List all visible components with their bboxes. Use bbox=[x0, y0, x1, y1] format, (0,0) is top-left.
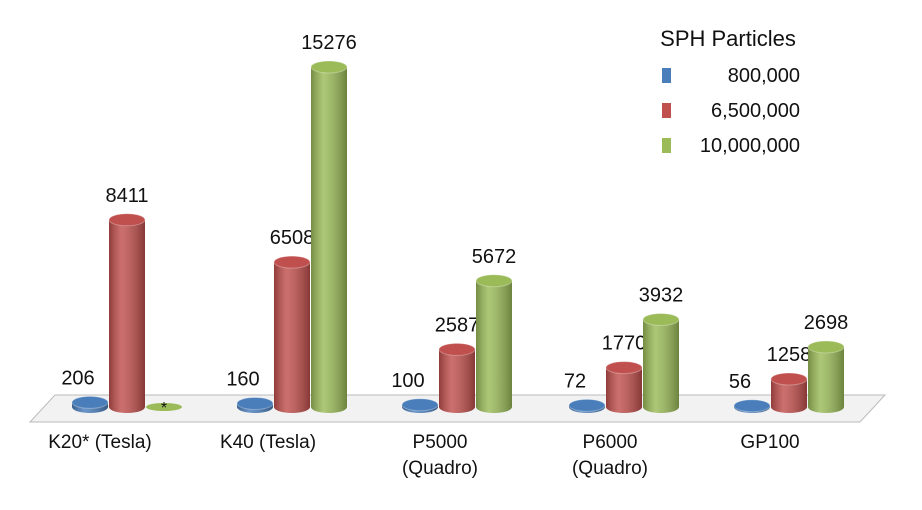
legend-swatch bbox=[662, 138, 671, 153]
bar-shade bbox=[439, 349, 475, 413]
x-tick-label: GP100 bbox=[740, 432, 800, 453]
bar bbox=[236, 396, 274, 413]
bar bbox=[475, 274, 513, 413]
bar-top bbox=[475, 274, 513, 288]
data-label: 1770 bbox=[602, 333, 647, 355]
legend-label: 6,500,000 bbox=[711, 100, 800, 122]
bar-top bbox=[236, 396, 274, 410]
bar-top bbox=[770, 372, 808, 386]
bar-top bbox=[605, 361, 643, 375]
data-label: 1258 bbox=[767, 344, 812, 366]
x-tick-label: P5000 (Quadro) bbox=[401, 432, 479, 479]
bar bbox=[401, 398, 439, 413]
bar bbox=[438, 342, 476, 413]
legend-swatch bbox=[662, 103, 671, 118]
data-label: 5672 bbox=[472, 246, 517, 268]
bar bbox=[108, 213, 146, 413]
data-label: 8411 bbox=[105, 185, 148, 207]
bar-top bbox=[71, 395, 109, 409]
bar-top bbox=[310, 60, 348, 74]
bar-shade bbox=[643, 319, 679, 413]
bar bbox=[605, 361, 643, 413]
bar-top bbox=[568, 398, 606, 412]
bar-top bbox=[273, 255, 311, 269]
data-label: 206 bbox=[61, 367, 94, 389]
legend-title: SPH Particles bbox=[660, 26, 796, 51]
bar-shade bbox=[476, 280, 512, 413]
bar-shade bbox=[606, 367, 642, 413]
bar-shade bbox=[311, 67, 347, 413]
bar bbox=[568, 398, 606, 413]
legend-label: 10,000,000 bbox=[700, 135, 800, 157]
bar bbox=[642, 312, 680, 413]
bar bbox=[770, 372, 808, 413]
bar-shade bbox=[771, 379, 807, 413]
data-label: 6508 bbox=[270, 227, 315, 249]
data-label: 3932 bbox=[639, 284, 684, 306]
bar-top bbox=[733, 399, 771, 413]
x-tick-label: K40 (Tesla) bbox=[219, 432, 317, 453]
data-label: 56 bbox=[729, 371, 751, 393]
bar bbox=[71, 395, 109, 413]
bar-top bbox=[438, 342, 476, 356]
bar bbox=[807, 340, 845, 413]
bar bbox=[733, 399, 771, 413]
bar-top bbox=[401, 398, 439, 412]
data-label: 100 bbox=[391, 370, 424, 392]
bar bbox=[310, 60, 348, 413]
x-tick-label: K20* (Tesla) bbox=[48, 432, 152, 453]
bar-top bbox=[108, 213, 146, 227]
legend-label: 800,000 bbox=[728, 65, 800, 87]
bar-shade bbox=[109, 219, 145, 413]
bar-top bbox=[642, 312, 680, 326]
empty-base bbox=[146, 403, 182, 411]
data-label: 2587 bbox=[435, 314, 480, 336]
data-label: 15276 bbox=[301, 32, 357, 54]
data-label: * bbox=[161, 400, 167, 417]
x-tick-label: P6000 (Quadro) bbox=[571, 432, 649, 479]
bar-shade bbox=[274, 262, 310, 413]
bar bbox=[273, 255, 311, 413]
data-label: 72 bbox=[564, 370, 586, 392]
data-label: 2698 bbox=[804, 312, 849, 334]
data-label: 160 bbox=[226, 368, 259, 390]
legend-swatch bbox=[662, 68, 671, 83]
bar-shade bbox=[808, 346, 844, 413]
bar-top bbox=[807, 340, 845, 354]
